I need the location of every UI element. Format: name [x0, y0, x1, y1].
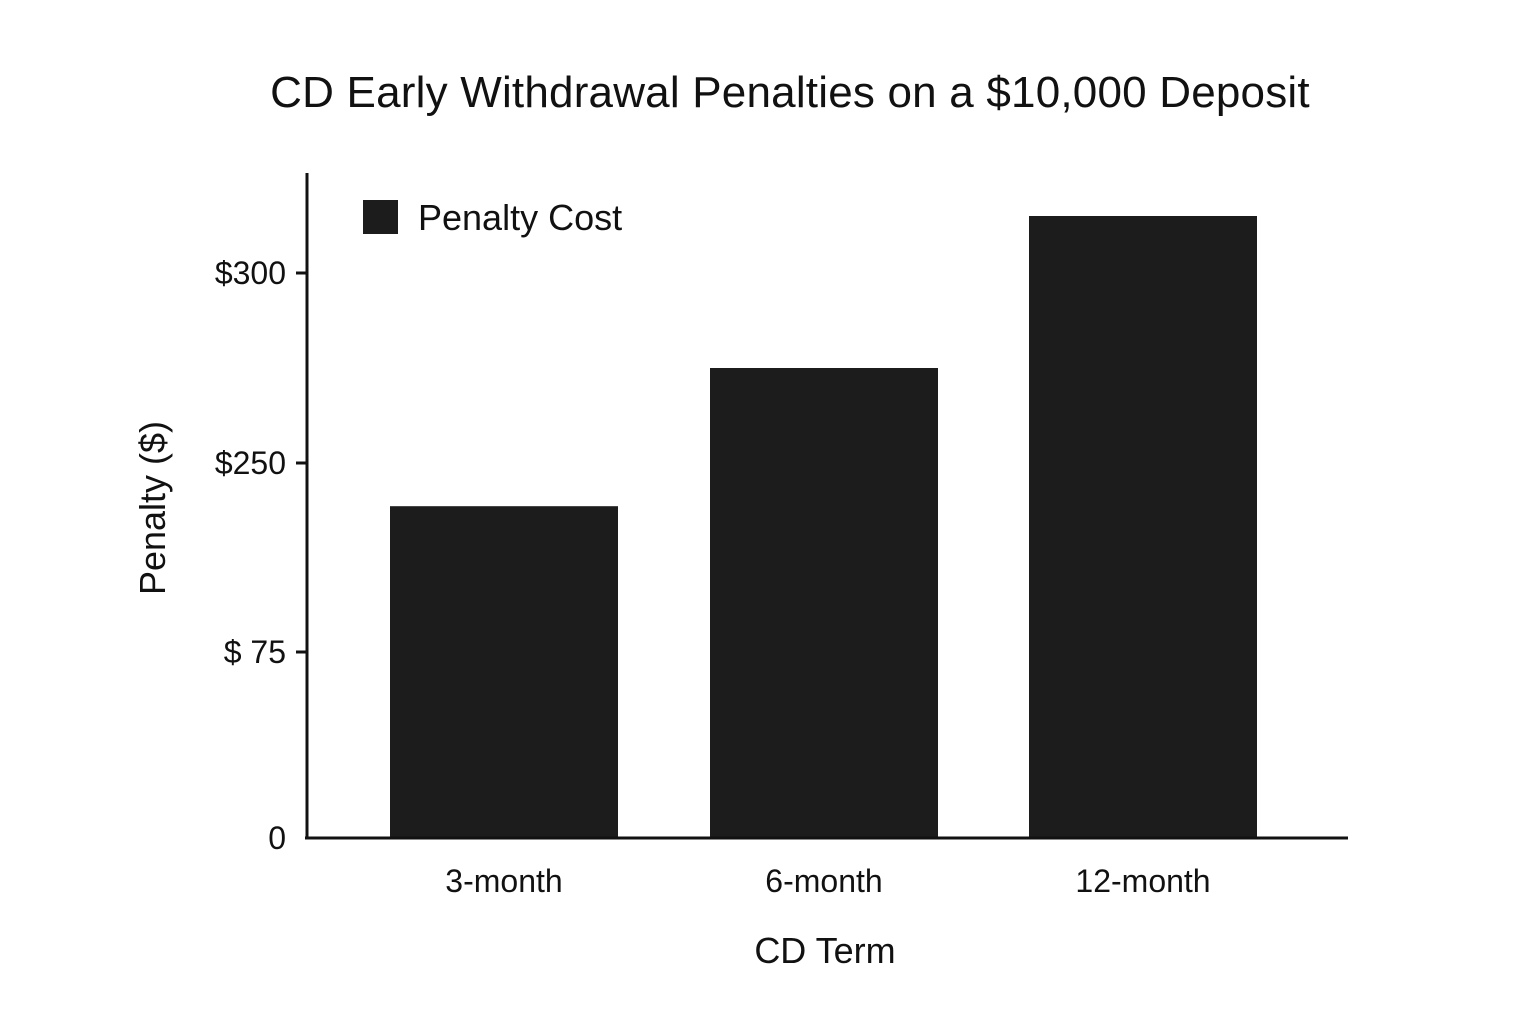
y-tick-label: 0: [268, 820, 286, 856]
axes-layer: [305, 173, 1348, 840]
y-tick-label: $ 75: [224, 634, 286, 670]
bar-3-month: [390, 506, 618, 838]
x-axis-title: CD Term: [754, 930, 895, 971]
bars-layer: [390, 216, 1257, 838]
chart-title: CD Early Withdrawal Penalties on a $10,0…: [270, 68, 1310, 117]
legend: Penalty Cost: [363, 197, 622, 238]
y-ticks: 0 $ 75 $250 $300: [215, 255, 307, 856]
bar-12-month: [1029, 216, 1257, 838]
y-axis-title: Penalty ($): [132, 421, 173, 595]
x-ticks: 3-month 6-month 12-month: [445, 863, 1210, 899]
legend-swatch: [363, 200, 398, 234]
y-tick-label: $300: [215, 255, 286, 291]
bar-6-month: [710, 368, 938, 838]
x-tick-label: 6-month: [765, 863, 882, 899]
y-tick-label: $250: [215, 445, 286, 481]
x-tick-label: 12-month: [1075, 863, 1210, 899]
legend-label: Penalty Cost: [418, 197, 622, 238]
x-tick-label: 3-month: [445, 863, 562, 899]
